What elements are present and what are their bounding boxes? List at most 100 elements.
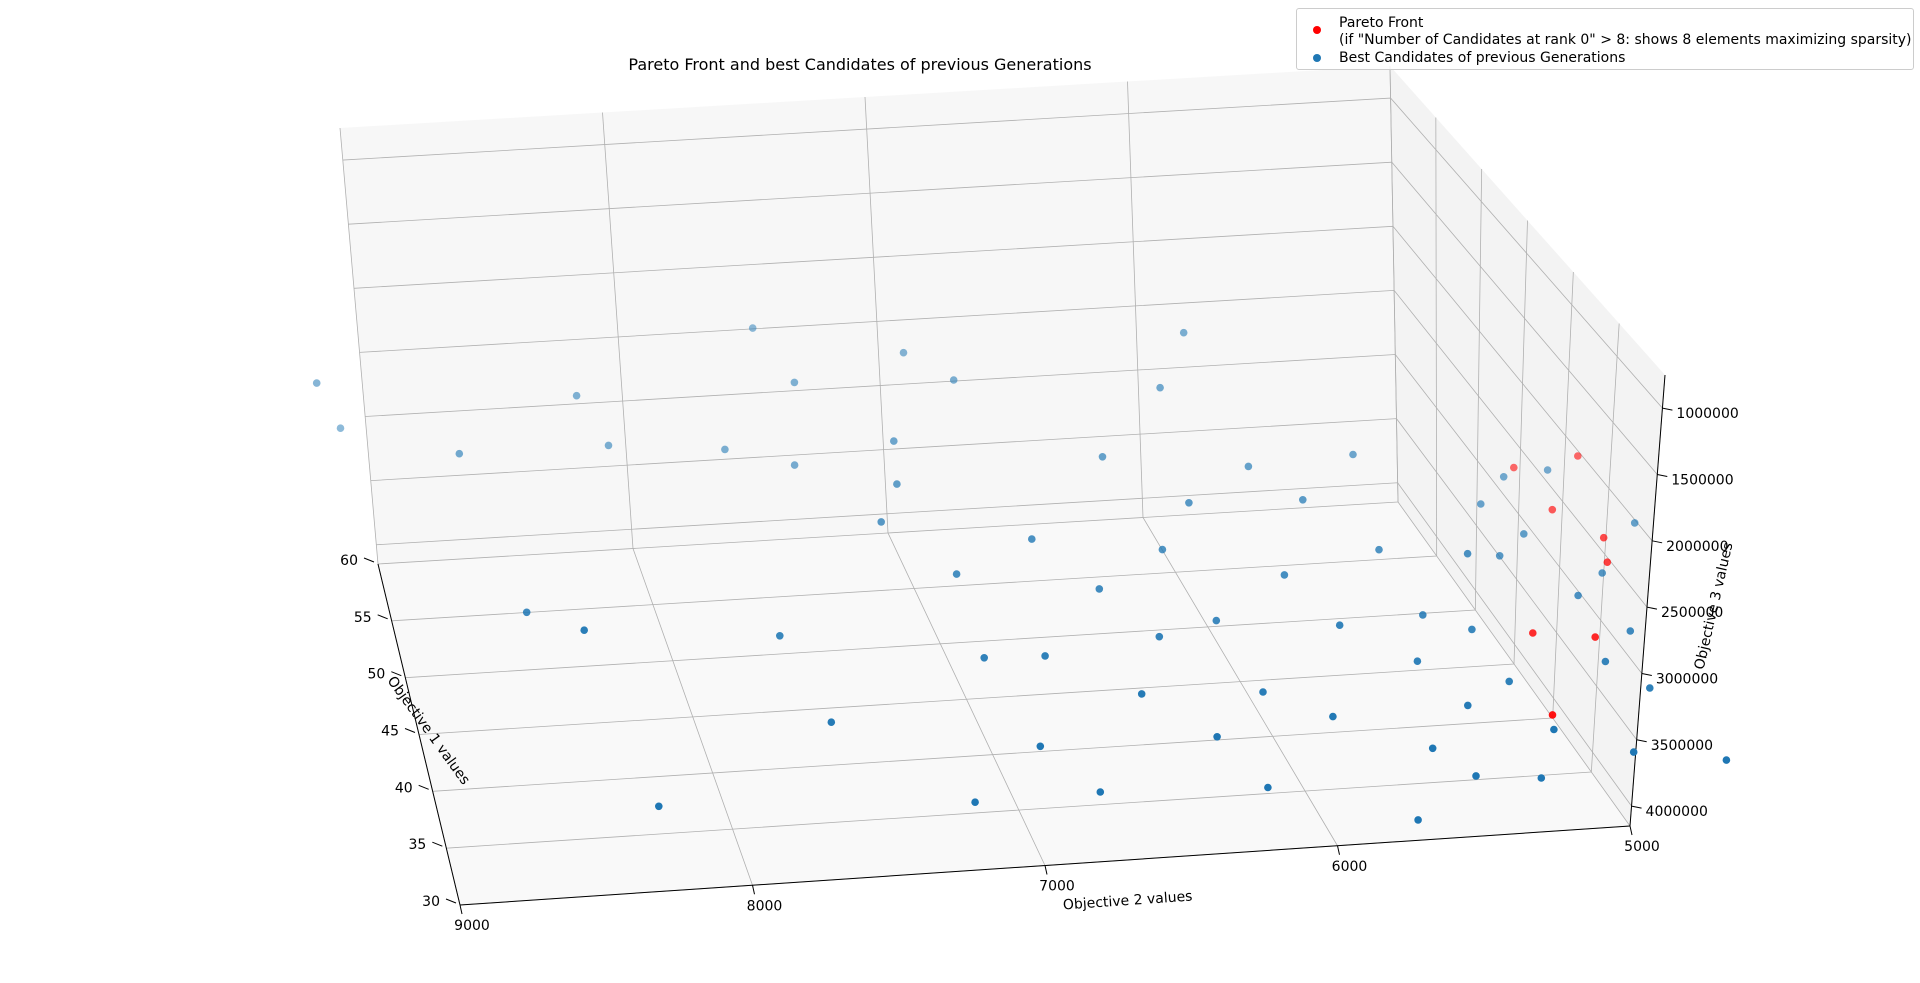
previous-generation-point xyxy=(1646,684,1654,692)
x-tick-mark xyxy=(363,557,375,563)
y-tick-mark xyxy=(1044,865,1048,875)
previous-generation-point xyxy=(1574,591,1582,600)
z-tick-mark xyxy=(1652,540,1663,544)
pareto-point xyxy=(1591,633,1599,641)
grid-line-o3 xyxy=(342,97,1663,409)
previous-generation-point xyxy=(1264,783,1272,792)
y-tick-label: 7000 xyxy=(1039,879,1075,895)
previous-generation-point xyxy=(949,376,958,384)
z-tick-label: 3000000 xyxy=(1656,671,1718,687)
pareto-point xyxy=(1529,629,1537,637)
previous-generation-point xyxy=(1722,756,1731,764)
x-tick-label: 40 xyxy=(395,780,413,796)
x-tick-mark xyxy=(404,728,416,733)
x-tick-label: 30 xyxy=(422,894,440,910)
x-tick-mark xyxy=(391,671,402,677)
previous-generation-point xyxy=(1428,744,1437,753)
legend-item-previous: Best Candidates of previous Generations xyxy=(1297,49,1913,67)
x-tick-mark xyxy=(432,841,443,847)
grid-line-o3 xyxy=(365,354,1643,674)
previous-generation-point xyxy=(1098,453,1107,461)
previous-generation-point xyxy=(1520,530,1528,538)
x-axis-line xyxy=(377,563,461,906)
previous-generation-point xyxy=(1329,712,1337,721)
legend-label-pareto: Pareto Front xyxy=(1339,15,1424,31)
previous-generation-point xyxy=(1036,742,1045,751)
x-tick-mark xyxy=(445,898,457,904)
previous-generation-point xyxy=(1095,585,1104,593)
axis-panes xyxy=(340,66,1665,905)
previous-generation-point xyxy=(1041,652,1049,660)
previous-generation-point xyxy=(1598,569,1606,577)
previous-generation-point xyxy=(1464,701,1472,710)
previous-generation-point xyxy=(899,348,908,357)
z-tick-mark xyxy=(1662,407,1673,411)
z-tick-label: 4000000 xyxy=(1646,804,1708,820)
legend-marker-red-dot xyxy=(1313,26,1321,34)
z-tick-label: 1000000 xyxy=(1676,406,1738,422)
previous-generation-point xyxy=(980,654,988,662)
grid-line-o2 xyxy=(602,112,753,886)
y-tick-label: 6000 xyxy=(1332,859,1368,875)
x-tick-label: 50 xyxy=(368,667,386,683)
x-tick-mark xyxy=(377,614,388,620)
z-tick-label: 2000000 xyxy=(1666,539,1728,555)
previous-generation-point xyxy=(1158,545,1167,554)
y-tick-mark xyxy=(1629,825,1633,836)
pareto-point xyxy=(1548,505,1557,514)
tick-labels: 30 35 40 45 50 55 60 9000 8000 7000 6000 5000 100000… xyxy=(340,406,1739,934)
data-points xyxy=(312,324,1731,824)
z-tick-mark xyxy=(1646,606,1658,610)
pareto-point xyxy=(1603,558,1612,566)
y-tick-mark xyxy=(752,885,755,895)
grid-line-o3 xyxy=(359,290,1648,608)
previous-generation-point xyxy=(1419,611,1427,619)
grid-line-o3 xyxy=(376,482,1632,807)
y-tick-label: 9000 xyxy=(454,918,490,934)
previous-generation-point xyxy=(604,441,613,450)
previous-generation-point xyxy=(1299,496,1307,504)
previous-generation-point xyxy=(1626,627,1635,635)
z-tick-mark xyxy=(1636,739,1647,743)
previous-generation-point xyxy=(827,718,836,726)
previous-generation-point xyxy=(1413,657,1422,665)
previous-generation-point xyxy=(1212,616,1221,625)
previous-generation-point xyxy=(1349,450,1357,459)
grid-line-o2 xyxy=(864,96,1046,866)
x-tick-label: 60 xyxy=(340,553,358,569)
previous-generation-point xyxy=(655,802,663,811)
previous-generation-point xyxy=(1472,772,1480,780)
previous-generation-point xyxy=(1335,621,1344,629)
grid-line-o2 xyxy=(1127,81,1338,846)
previous-generation-point xyxy=(1137,690,1146,698)
y-tick-label: 5000 xyxy=(1624,839,1660,855)
previous-generation-point xyxy=(971,798,979,806)
previous-generation-point xyxy=(1629,748,1638,756)
grid-line-o3 xyxy=(348,161,1658,475)
previous-generation-point xyxy=(1495,552,1504,560)
previous-generation-point xyxy=(455,449,464,458)
previous-generation-point xyxy=(1259,688,1267,696)
previous-generation-point xyxy=(1213,733,1221,741)
previous-generation-point xyxy=(1155,632,1164,641)
z-tick-label: 2500000 xyxy=(1661,605,1723,621)
y-tick-mark xyxy=(1337,845,1340,855)
previous-generation-point xyxy=(1185,499,1193,507)
previous-generation-point xyxy=(572,391,581,400)
z-tick-label: 3500000 xyxy=(1651,738,1713,754)
y-tick-label: 8000 xyxy=(747,898,783,914)
pareto-point xyxy=(1510,463,1518,472)
previous-generation-point xyxy=(1156,383,1164,392)
previous-generation-point xyxy=(336,424,345,433)
previous-generation-point xyxy=(1499,473,1508,481)
previous-generation-point xyxy=(1028,535,1036,543)
z-tick-mark xyxy=(1641,672,1652,676)
previous-generation-point xyxy=(893,480,901,488)
previous-generation-point xyxy=(1550,725,1558,734)
x-tick-label: 35 xyxy=(409,837,427,853)
legend-marker-blue-dot xyxy=(1313,54,1321,62)
pareto-point xyxy=(1548,711,1557,719)
legend: Pareto Front (if "Number of Candidates a… xyxy=(1296,8,1914,70)
z-tick-label: 1500000 xyxy=(1671,472,1733,488)
